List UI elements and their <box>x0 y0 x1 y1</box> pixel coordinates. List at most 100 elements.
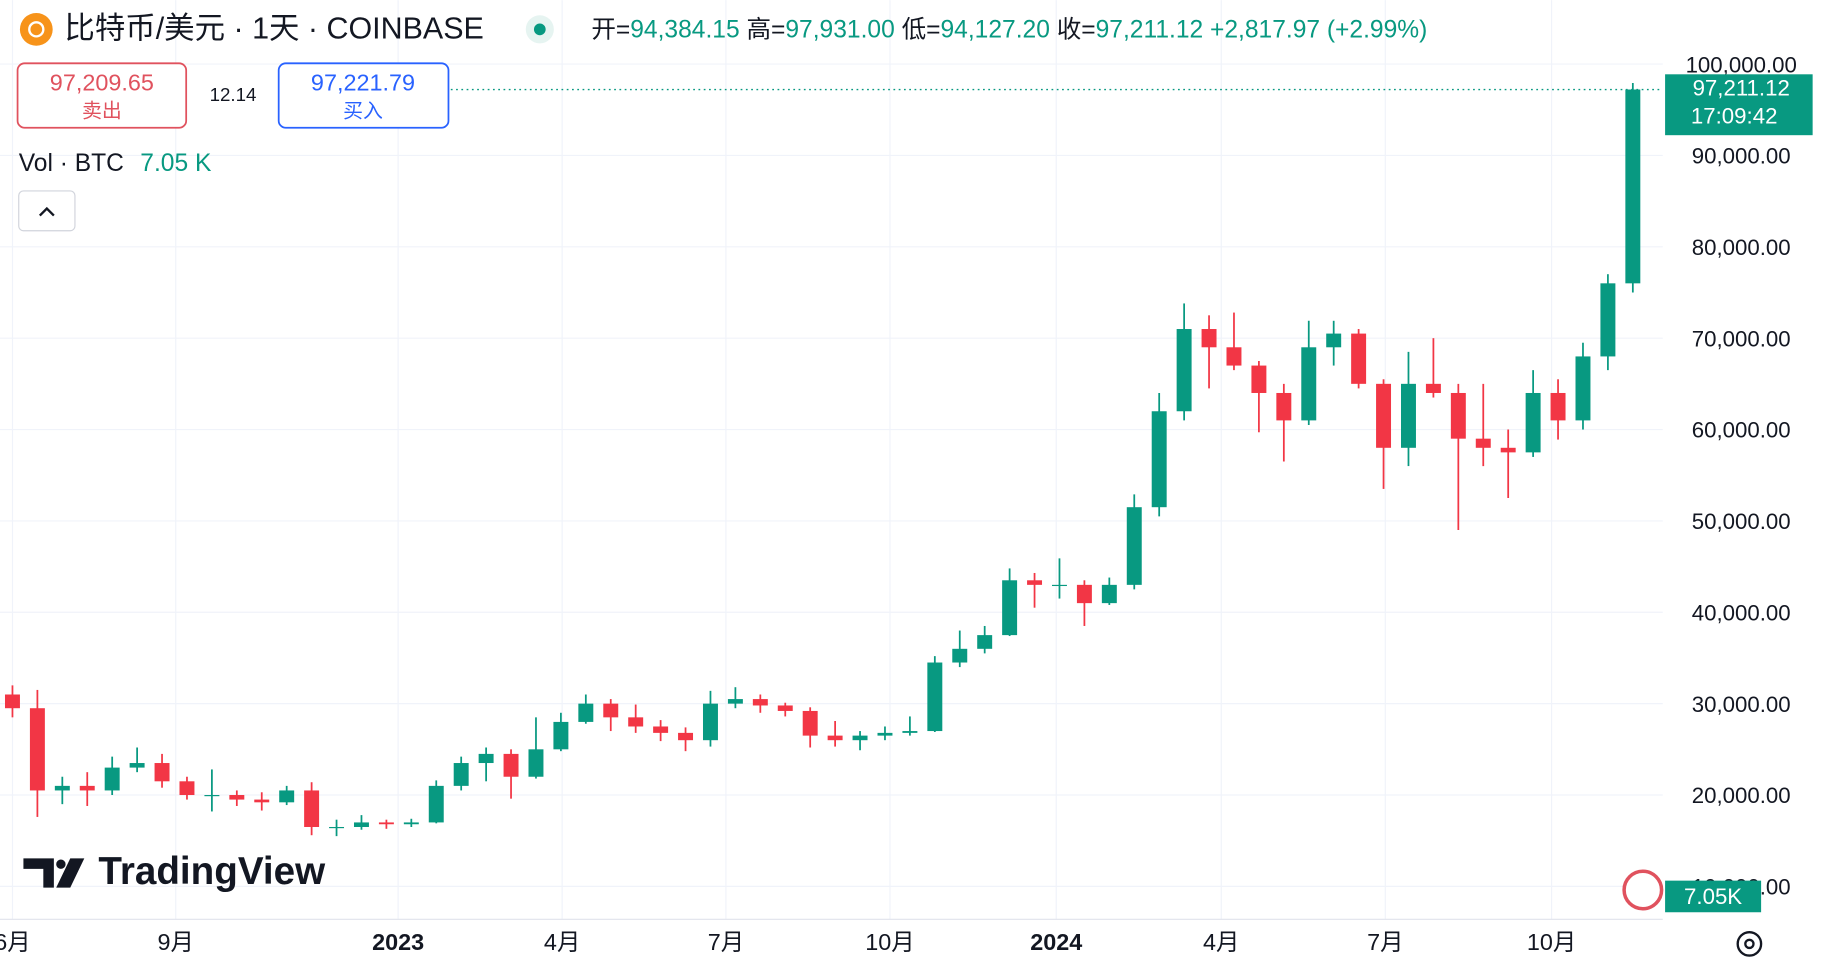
x-tick-label: 7月 <box>708 929 744 955</box>
grid <box>0 0 1663 920</box>
candle-body <box>603 703 619 718</box>
collapse-icon <box>38 206 55 217</box>
candle-body <box>478 753 494 764</box>
candle-body <box>1326 333 1342 348</box>
candle-body <box>254 799 270 803</box>
ohlc-label: 高= <box>746 15 785 43</box>
brand-logo <box>23 858 85 888</box>
candle-body <box>453 763 469 786</box>
sell-label: 卖出 <box>82 100 122 123</box>
candle-body <box>129 763 145 768</box>
candle-body <box>79 785 95 791</box>
candle-body <box>1575 356 1591 421</box>
candle-body <box>1500 447 1516 453</box>
candle-body <box>1276 392 1292 421</box>
candle-body <box>503 753 519 777</box>
axes: 100,000.00 90,000.00 80,000.00 70,000.00 60,… <box>0 52 1813 955</box>
volume-tag-label: 7.05K <box>1684 884 1742 909</box>
candle-body <box>1151 411 1167 508</box>
candle-body <box>54 785 70 791</box>
candle-body <box>952 648 968 663</box>
candle-body <box>653 726 669 733</box>
y-tick-label: 60,000.00 <box>1692 418 1791 443</box>
y-tick-label: 70,000.00 <box>1692 326 1791 351</box>
candle-body <box>378 822 394 825</box>
y-tick-label: 80,000.00 <box>1692 235 1791 260</box>
flag-icon <box>1622 869 1664 911</box>
candle-body <box>927 662 943 732</box>
candle-body <box>1051 584 1067 587</box>
candle-body <box>1425 383 1441 393</box>
candle-body <box>204 795 220 797</box>
candle-body <box>1450 392 1466 439</box>
y-tick-label: 20,000.00 <box>1692 783 1791 808</box>
candle-body <box>1550 392 1566 421</box>
symbol-title[interactable]: 比特币/美元 · 1天 · COINBASE <box>64 12 483 46</box>
candle-body <box>1475 438 1491 448</box>
candle-body <box>1351 333 1367 384</box>
candle-body <box>1126 507 1142 585</box>
candle-body <box>628 717 644 727</box>
last-price-label: 97,211.12 <box>1693 75 1790 100</box>
spread: 12.14 <box>210 84 257 105</box>
sell-button[interactable] <box>16 62 188 129</box>
volume-label: Vol · BTC <box>19 150 124 177</box>
x-tick-label: 9月 <box>158 929 194 955</box>
candle-body <box>1525 392 1541 453</box>
last-price-time: 17:09:42 <box>1691 104 1778 129</box>
buy-label: 买入 <box>343 101 383 123</box>
candle-body <box>578 703 594 722</box>
candle-body <box>1076 584 1092 604</box>
x-tick-label: 6月 <box>0 929 31 955</box>
candle-body <box>727 699 743 704</box>
candle-body <box>104 767 120 791</box>
settings-icon-core <box>1744 938 1755 950</box>
candle-body <box>154 763 170 782</box>
candle-body <box>1376 383 1392 448</box>
y-tick-label: 40,000.00 <box>1692 600 1791 625</box>
settings-icon[interactable] <box>1736 930 1763 957</box>
candle-body <box>1176 329 1192 412</box>
candle-body <box>1002 580 1018 636</box>
candle-body <box>777 705 793 711</box>
x-tick-label: 10月 <box>865 929 914 955</box>
candle-body <box>4 694 20 709</box>
candle-body <box>1600 283 1616 357</box>
ohlc-label: 开= <box>591 16 630 43</box>
candle-body <box>852 735 868 741</box>
x-tick-label: 4月 <box>544 929 580 955</box>
candles <box>4 82 1663 837</box>
x-tick-label: 7月 <box>1367 929 1403 955</box>
candle-body <box>279 790 295 803</box>
candle-body <box>1301 347 1317 421</box>
candle-body <box>1027 580 1043 585</box>
candle-body <box>827 735 843 741</box>
brand-name: TradingView <box>98 850 326 893</box>
coin-icon <box>19 12 53 46</box>
ohlc-value: 97,931.00 <box>785 16 894 43</box>
candle-body <box>802 710 818 736</box>
candle-body <box>353 822 369 827</box>
sell-price: 97,209.65 <box>50 70 154 96</box>
candle-body <box>1101 584 1117 604</box>
y-tick-label: 50,000.00 <box>1692 509 1791 534</box>
x-tick-label: 4月 <box>1203 929 1239 955</box>
candle-body <box>1625 89 1641 284</box>
change: +2,817.97 (+2.99%) <box>1210 16 1427 43</box>
candle-body <box>1226 347 1242 366</box>
buy-button[interactable] <box>277 62 450 129</box>
ohlc-value: 94,384.15 <box>630 16 739 43</box>
ohlc-label: 低= <box>902 15 941 43</box>
y-tick-label: 100,000.00 <box>1686 52 1797 77</box>
candle-body <box>403 822 419 825</box>
volume-value: 7.05 K <box>140 150 212 177</box>
ohlc-value: 94,127.20 <box>941 16 1050 43</box>
candle-body <box>229 795 245 800</box>
x-tick-label: 10月 <box>1527 929 1576 955</box>
candle-body <box>179 781 195 796</box>
status-dot-core <box>533 23 546 36</box>
ohlc-label: 收= <box>1057 15 1096 43</box>
candle-body <box>977 635 993 649</box>
collapse-button[interactable] <box>18 190 76 232</box>
